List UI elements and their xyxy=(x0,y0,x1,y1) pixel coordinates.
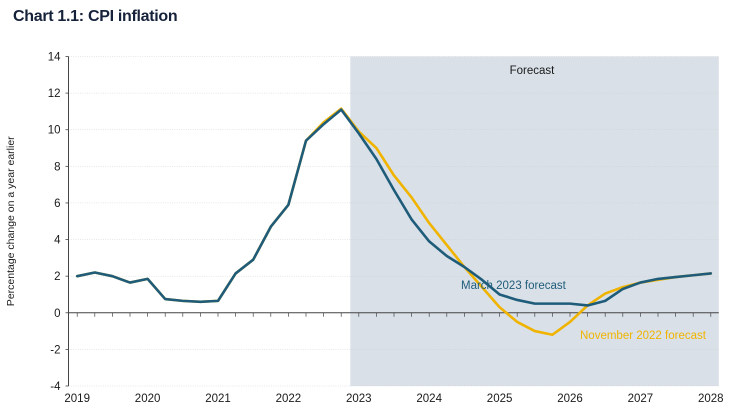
svg-text:2: 2 xyxy=(54,271,60,283)
svg-text:2028: 2028 xyxy=(698,393,724,405)
svg-text:2027: 2027 xyxy=(628,393,654,405)
svg-text:2020: 2020 xyxy=(135,393,161,405)
svg-text:-4: -4 xyxy=(50,381,61,393)
svg-text:2024: 2024 xyxy=(416,393,442,405)
svg-text:6: 6 xyxy=(54,198,60,210)
svg-text:12: 12 xyxy=(48,88,61,100)
svg-text:March 2023 forecast: March 2023 forecast xyxy=(461,280,567,292)
svg-text:Forecast: Forecast xyxy=(510,65,556,77)
svg-text:10: 10 xyxy=(48,125,61,137)
svg-text:November 2022 forecast: November 2022 forecast xyxy=(580,330,707,342)
svg-text:2021: 2021 xyxy=(205,393,231,405)
svg-text:8: 8 xyxy=(54,161,60,173)
svg-text:2023: 2023 xyxy=(346,393,372,405)
svg-text:2026: 2026 xyxy=(557,393,583,405)
svg-text:-2: -2 xyxy=(50,344,60,356)
svg-text:2019: 2019 xyxy=(64,393,90,405)
svg-text:2025: 2025 xyxy=(487,393,513,405)
svg-text:14: 14 xyxy=(48,52,61,64)
svg-text:0: 0 xyxy=(54,308,60,320)
svg-text:2022: 2022 xyxy=(276,393,302,405)
svg-text:Percentage change on a year ea: Percentage change on a year earlier xyxy=(5,136,17,306)
svg-text:4: 4 xyxy=(54,235,61,247)
